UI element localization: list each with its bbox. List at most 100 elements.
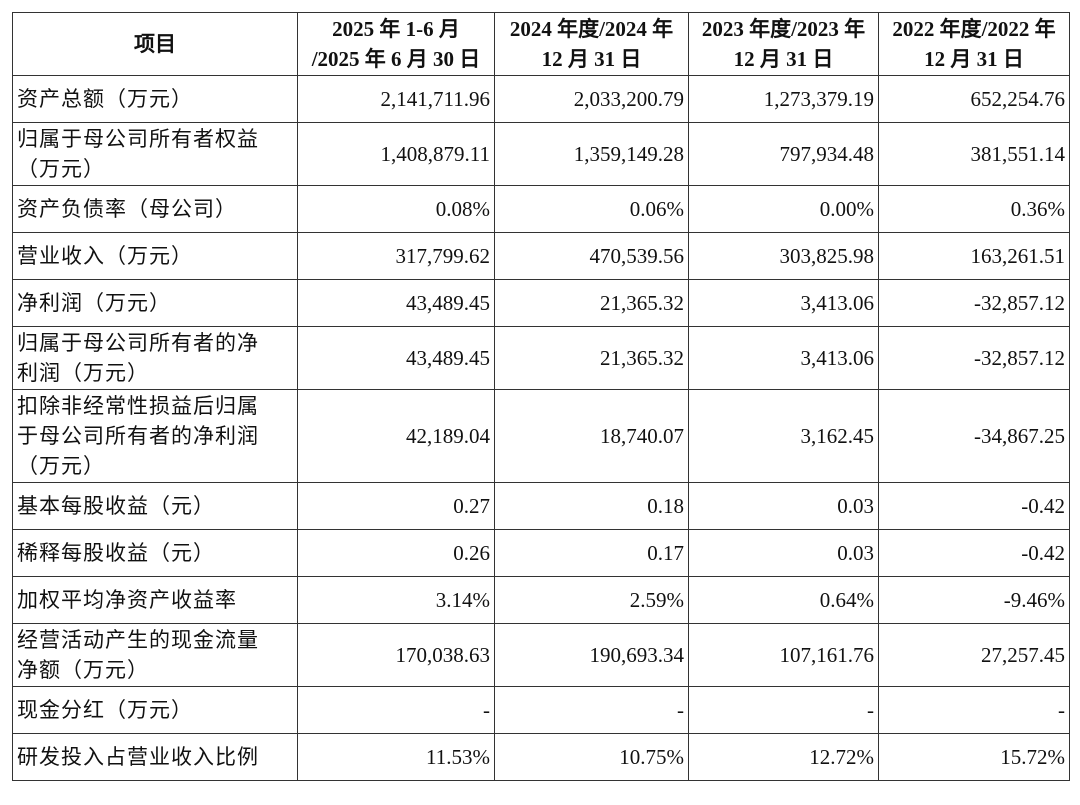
row-label: 归属于母公司所有者的净 利润（万元）: [12, 326, 298, 390]
value-cell: -32,857.12: [878, 279, 1070, 327]
value-cell: 15.72%: [878, 733, 1070, 781]
row-label: 现金分红（万元）: [12, 686, 298, 734]
value-cell: -: [297, 686, 495, 734]
value-cell: 0.08%: [297, 185, 495, 233]
value-cell: -9.46%: [878, 576, 1070, 624]
value-cell: 797,934.48: [688, 122, 879, 186]
label-line: 归属于母公司所有者的净: [17, 331, 259, 355]
header-line: 12 月 31 日: [733, 47, 834, 71]
row-label: 基本每股收益（元）: [12, 482, 298, 530]
value-cell: 1,359,149.28: [494, 122, 689, 186]
row-label: 研发投入占营业收入比例: [12, 733, 298, 781]
label-line: 净利润（万元）: [17, 291, 171, 315]
value-cell: 0.17: [494, 529, 689, 577]
value-cell: -0.42: [878, 529, 1070, 577]
table-row: 基本每股收益（元） 0.27 0.18 0.03 -0.42: [12, 482, 1070, 530]
header-cell: 2024 年度/2024 年 12 月 31 日: [494, 12, 689, 76]
row-label: 归属于母公司所有者权益 （万元）: [12, 122, 298, 186]
header-line: 2024 年度/2024 年: [509, 17, 674, 41]
label-line: 扣除非经常性损益后归属: [17, 394, 259, 418]
value-cell: 27,257.45: [878, 623, 1070, 687]
label-line: 基本每股收益（元）: [17, 494, 215, 518]
value-cell: 21,365.32: [494, 279, 689, 327]
row-label: 资产总额（万元）: [12, 75, 298, 123]
value-cell: 18,740.07: [494, 389, 689, 483]
label-line: 现金分红（万元）: [17, 698, 193, 722]
value-cell: 42,189.04: [297, 389, 495, 483]
header-line: 2025 年 1-6 月: [332, 17, 460, 41]
value-cell: 10.75%: [494, 733, 689, 781]
header-line: 2023 年度/2023 年: [701, 17, 866, 41]
value-cell: 303,825.98: [688, 232, 879, 280]
value-cell: 11.53%: [297, 733, 495, 781]
value-cell: 1,408,879.11: [297, 122, 495, 186]
row-label: 加权平均净资产收益率: [12, 576, 298, 624]
value-cell: 381,551.14: [878, 122, 1070, 186]
value-cell: -: [878, 686, 1070, 734]
value-cell: 12.72%: [688, 733, 879, 781]
table-row: 经营活动产生的现金流量 净额（万元） 170,038.63 190,693.34 107…: [12, 623, 1070, 687]
value-cell: 2,033,200.79: [494, 75, 689, 123]
table-row: 归属于母公司所有者的净 利润（万元） 43,489.45 21,365.32 3,413…: [12, 326, 1070, 390]
value-cell: 317,799.62: [297, 232, 495, 280]
value-cell: 2.59%: [494, 576, 689, 624]
label-line: 资产负债率（母公司）: [17, 197, 237, 221]
label-line: 营业收入（万元）: [17, 244, 193, 268]
header-line: /2025 年 6 月 30 日: [311, 47, 481, 71]
table-row: 资产负债率（母公司） 0.08% 0.06% 0.00% 0.36%: [12, 185, 1070, 233]
row-label: 资产负债率（母公司）: [12, 185, 298, 233]
value-cell: 0.00%: [688, 185, 879, 233]
table-row: 现金分红（万元） - - - -: [12, 686, 1070, 734]
label-line: 资产总额（万元）: [17, 87, 193, 111]
table-row: 扣除非经常性损益后归属 于母公司所有者的净利润 （万元） 42,189.04 18,74…: [12, 389, 1070, 483]
header-line: 12 月 31 日: [924, 47, 1024, 71]
label-line: 稀释每股收益（元）: [17, 541, 215, 565]
value-cell: 0.26: [297, 529, 495, 577]
value-cell: 0.03: [688, 482, 879, 530]
value-cell: 0.27: [297, 482, 495, 530]
header-line: 2022 年度/2022 年: [892, 17, 1056, 41]
header-cell: 2022 年度/2022 年 12 月 31 日: [878, 12, 1070, 76]
value-cell: 190,693.34: [494, 623, 689, 687]
label-line: （万元）: [17, 454, 105, 478]
value-cell: 43,489.45: [297, 326, 495, 390]
table-row: 研发投入占营业收入比例 11.53% 10.75% 12.72% 15.72%: [12, 733, 1070, 781]
value-cell: 0.03: [688, 529, 879, 577]
value-cell: 0.06%: [494, 185, 689, 233]
financial-table: 项目 2025 年 1-6 月/2025 年 6 月 30 日 2024 年度/20…: [12, 12, 1070, 781]
value-cell: 21,365.32: [494, 326, 689, 390]
value-cell: 0.36%: [878, 185, 1070, 233]
value-cell: -32,857.12: [878, 326, 1070, 390]
header-cell: 项目: [12, 12, 298, 76]
value-cell: 163,261.51: [878, 232, 1070, 280]
row-label: 营业收入（万元）: [12, 232, 298, 280]
value-cell: 3.14%: [297, 576, 495, 624]
header-line: 12 月 31 日: [541, 47, 642, 71]
row-label: 经营活动产生的现金流量 净额（万元）: [12, 623, 298, 687]
table-row: 归属于母公司所有者权益 （万元） 1,408,879.11 1,359,149.28 7…: [12, 122, 1070, 186]
table-row: 营业收入（万元） 317,799.62 470,539.56 303,825.98 16…: [12, 232, 1070, 280]
header-cell: 2023 年度/2023 年 12 月 31 日: [688, 12, 879, 76]
value-cell: 107,161.76: [688, 623, 879, 687]
header-line: 项目: [134, 32, 176, 56]
value-cell: 3,413.06: [688, 326, 879, 390]
value-cell: 1,273,379.19: [688, 75, 879, 123]
label-line: 经营活动产生的现金流量: [17, 628, 259, 652]
label-line: （万元）: [17, 157, 105, 181]
value-cell: 170,038.63: [297, 623, 495, 687]
header-cell: 2025 年 1-6 月/2025 年 6 月 30 日: [297, 12, 495, 76]
value-cell: -34,867.25: [878, 389, 1070, 483]
label-line: 加权平均净资产收益率: [17, 588, 237, 612]
table-row: 加权平均净资产收益率 3.14% 2.59% 0.64% -9.46%: [12, 576, 1070, 624]
value-cell: -0.42: [878, 482, 1070, 530]
value-cell: 3,162.45: [688, 389, 879, 483]
value-cell: -: [688, 686, 879, 734]
label-line: 归属于母公司所有者权益: [17, 127, 259, 151]
value-cell: 3,413.06: [688, 279, 879, 327]
value-cell: 652,254.76: [878, 75, 1070, 123]
label-line: 于母公司所有者的净利润: [17, 424, 259, 448]
table-row: 资产总额（万元） 2,141,711.96 2,033,200.79 1,273,37…: [12, 75, 1070, 123]
value-cell: 470,539.56: [494, 232, 689, 280]
header-row: 项目 2025 年 1-6 月/2025 年 6 月 30 日 2024 年度/20…: [12, 12, 1070, 76]
